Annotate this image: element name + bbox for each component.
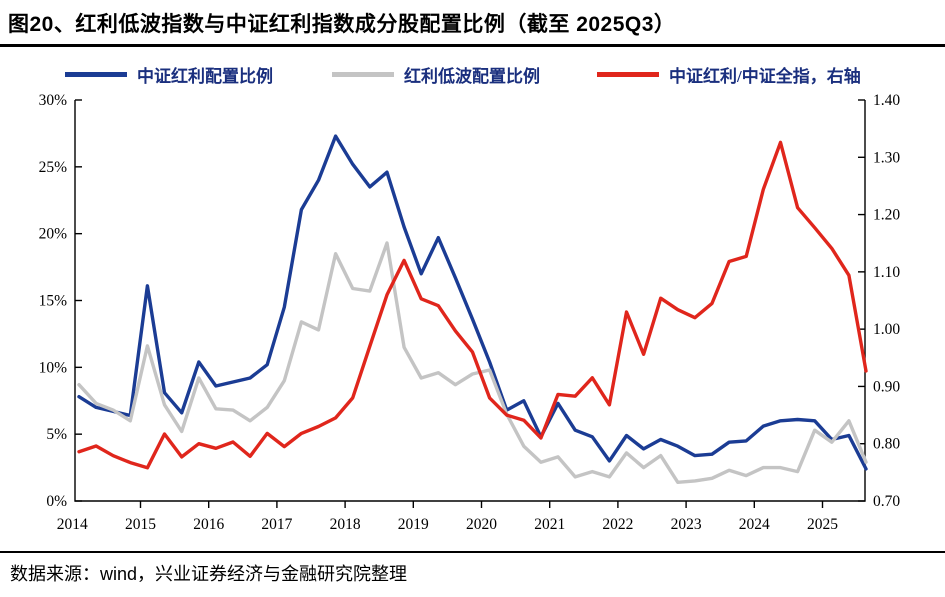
x-axis-tick-label: 2014 [57,516,88,533]
legend-item-dividend-low-vol-allocation: 红利低波配置比例 [332,60,540,88]
chart-legend: 中证红利配置比例 红利低波配置比例 中证红利/中证全指，右轴 [0,60,945,88]
legend-label: 中证红利配置比例 [137,66,273,86]
x-axis-tick-label: 2016 [193,516,224,533]
right-axis-tick-label: 0.80 [873,436,900,453]
x-axis-tick-label: 2024 [739,516,770,533]
right-axis-tick-label: 1.20 [873,207,900,224]
x-axis-tick-label: 2022 [602,516,633,533]
legend-item-csi-dividend-vs-all-share: 中证红利/中证全指，右轴 [597,60,861,88]
chart-canvas: 0% 5% 10% 15% 20% 25% 30% 0.70 0.80 0.90 1.00 1.10 1… [39,92,901,533]
right-axis-tick-label: 1.10 [873,264,900,281]
x-axis-tick-label: 2020 [466,516,497,533]
x-axis-tick-label: 2015 [125,516,156,533]
legend-item-csi-dividend-allocation: 中证红利配置比例 [65,60,273,88]
left-axis-tick-label: 25% [39,159,68,176]
left-axis-tick-label: 0% [46,493,67,510]
legend-swatch-red-line [597,71,659,77]
x-axis-tick-label: 2025 [807,516,838,533]
source-rule [0,551,945,553]
right-axis-tick-label: 1.30 [873,149,900,166]
x-axis-tick-label: 2018 [330,516,361,533]
title-rule [0,44,945,47]
dividend-low-vol-allocation-line [77,241,868,484]
legend-label: 红利低波配置比例 [404,66,540,86]
right-axis-tick-label: 0.90 [873,378,900,395]
left-axis-tick-label: 10% [39,359,68,376]
source-note: 数据来源：wind，兴业证券经济与金融研究院整理 [10,564,408,584]
x-axis-tick-label: 2017 [261,516,292,533]
x-axis-tick-label: 2023 [671,516,702,533]
x-axis-tick-label: 2019 [398,516,429,533]
legend-swatch-gray-line [332,71,394,77]
right-axis-tick-label: 1.40 [873,92,900,109]
legend-swatch-blue-line [65,71,127,77]
left-axis-tick-label: 20% [39,226,68,243]
x-axis-tick-label: 2021 [534,516,565,533]
legend-label: 中证红利/中证全指，右轴 [669,66,861,86]
right-axis-tick-label: 1.00 [873,321,900,338]
csi-dividend-vs-csi-all-share-line [77,140,868,470]
left-axis-tick-label: 5% [46,426,67,443]
right-axis-tick-label: 0.70 [873,493,900,510]
left-axis-tick-label: 30% [39,92,68,109]
page-title: 图20、红利低波指数与中证红利指数成分股配置比例（截至 2025Q3） [8,13,676,36]
csi-dividend-allocation-line [77,134,868,471]
left-axis-tick-label: 15% [39,293,68,310]
